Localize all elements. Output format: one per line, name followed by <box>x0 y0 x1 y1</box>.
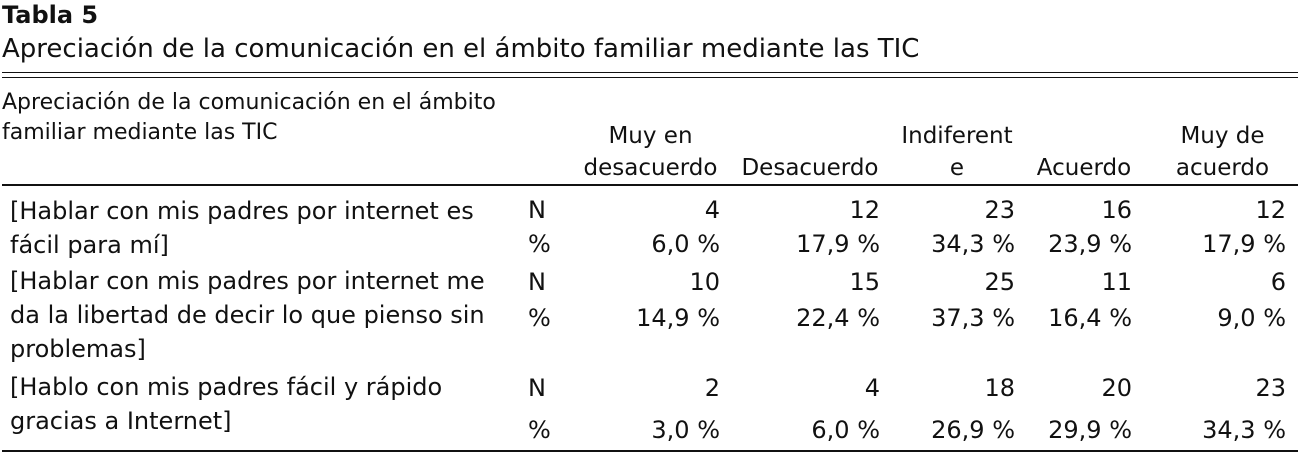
pct-label: % <box>528 304 551 332</box>
pct-label: % <box>528 230 551 258</box>
value-cell: 6 <box>1270 268 1286 296</box>
n-label: N <box>528 196 546 224</box>
row-label: [Hablar con mis padres por internet me d… <box>10 267 485 363</box>
value-cell: 10 <box>689 268 720 296</box>
value-cell: 16 <box>1101 196 1132 224</box>
col-head-line: Indiferent <box>901 123 1013 149</box>
header-rule <box>2 184 1298 186</box>
value-cell: 20 <box>1101 374 1132 402</box>
value-cell: 37,3 % <box>931 304 1015 332</box>
n-label: N <box>528 268 546 296</box>
stub-header: Apreciación de la comunicación en el ámb… <box>2 90 496 145</box>
row-label: [Hablar con mis padres por internet es f… <box>10 197 474 259</box>
value-cell: 6,0 % <box>651 230 720 258</box>
value-cell: 23,9 % <box>1048 230 1132 258</box>
bottom-rule <box>2 450 1298 452</box>
col-head-line <box>1030 120 1138 152</box>
value-cell: 4 <box>704 196 720 224</box>
value-cell: 4 <box>864 374 880 402</box>
value-cell: 6,0 % <box>811 416 880 444</box>
col-head-muy-de-acuerdo: Muy de acuerdo <box>1160 120 1285 184</box>
col-head-indiferente: Indiferent e <box>892 120 1022 184</box>
value-cell: 18 <box>984 374 1015 402</box>
value-cell: 12 <box>849 196 880 224</box>
col-head-line: Muy en <box>608 123 693 149</box>
table-label: Tabla 5 <box>2 1 99 29</box>
col-head-line <box>735 120 885 152</box>
value-cell: 22,4 % <box>796 304 880 332</box>
value-cell: 23 <box>984 196 1015 224</box>
col-head-desacuerdo: Desacuerdo <box>735 120 885 184</box>
value-cell: 29,9 % <box>1048 416 1132 444</box>
col-head-line: Desacuerdo <box>741 155 879 181</box>
col-head-line: desacuerdo <box>583 155 718 181</box>
col-head-line: e <box>949 155 965 181</box>
table-title: Apreciación de la comunicación en el ámb… <box>2 34 920 64</box>
value-cell: 3,0 % <box>651 416 720 444</box>
col-head-acuerdo: Acuerdo <box>1030 120 1138 184</box>
value-cell: 34,3 % <box>931 230 1015 258</box>
value-cell: 25 <box>984 268 1015 296</box>
col-head-line: acuerdo <box>1175 155 1270 181</box>
value-cell: 17,9 % <box>1202 230 1286 258</box>
col-head-line: Acuerdo <box>1036 155 1132 181</box>
row-label: [Hablo con mis padres fácil y rápido gra… <box>10 373 443 435</box>
value-cell: 9,0 % <box>1217 304 1286 332</box>
value-cell: 11 <box>1101 268 1132 296</box>
value-cell: 26,9 % <box>931 416 1015 444</box>
value-cell: 34,3 % <box>1202 416 1286 444</box>
value-cell: 14,9 % <box>636 304 720 332</box>
pct-label: % <box>528 416 551 444</box>
col-head-muy-en-desacuerdo: Muy en desacuerdo <box>578 120 723 184</box>
value-cell: 2 <box>704 374 720 402</box>
value-cell: 15 <box>849 268 880 296</box>
value-cell: 16,4 % <box>1048 304 1132 332</box>
top-rule-1 <box>2 72 1298 73</box>
value-cell: 23 <box>1255 374 1286 402</box>
col-head-line: Muy de <box>1180 123 1265 149</box>
value-cell: 17,9 % <box>796 230 880 258</box>
n-label: N <box>528 374 546 402</box>
value-cell: 12 <box>1255 196 1286 224</box>
top-rule-2 <box>2 77 1298 78</box>
